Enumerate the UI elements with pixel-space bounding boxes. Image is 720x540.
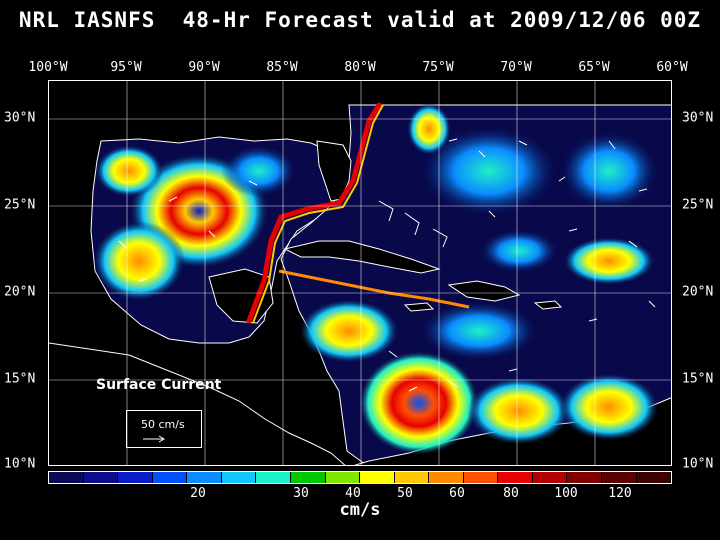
atlantic-eddy-east xyxy=(559,131,659,211)
lat-label: 10°N xyxy=(4,456,36,472)
lon-label: 75°W xyxy=(422,60,454,75)
legend-tick: 100 xyxy=(554,486,578,501)
legend-swatch xyxy=(636,472,672,483)
legend-swatch xyxy=(256,472,291,483)
legend-tick: 120 xyxy=(608,486,632,501)
lat-label: 30°N xyxy=(682,110,714,126)
northeast-gulf-current xyxy=(221,145,297,197)
current-map-svg xyxy=(49,81,671,465)
lat-label: 10°N xyxy=(682,456,714,472)
legend-swatch xyxy=(221,472,257,483)
legend-swatch xyxy=(429,472,464,483)
legend-swatch xyxy=(118,472,153,483)
legend-swatch xyxy=(567,472,602,483)
lat-label: 20°N xyxy=(682,284,714,300)
legend-unit: cm/s xyxy=(339,500,381,520)
legend-swatch xyxy=(187,472,222,483)
lon-label: 65°W xyxy=(578,60,610,75)
legend-swatch xyxy=(290,472,326,483)
legend-swatch xyxy=(532,472,568,483)
current-map xyxy=(48,80,672,466)
hispaniola xyxy=(447,280,521,302)
bahamas xyxy=(378,200,448,248)
lat-label: 25°N xyxy=(682,197,714,213)
color-legend-bar xyxy=(48,471,672,484)
map-title: NRL IASNFS 48-Hr Forecast valid at 2009/… xyxy=(18,8,702,32)
atlantic-current-band xyxy=(563,237,655,285)
yucatan-peninsula xyxy=(208,268,274,324)
lat-label: 30°N xyxy=(4,110,36,126)
lon-label: 85°W xyxy=(266,60,298,75)
lon-label: 95°W xyxy=(110,60,142,75)
lat-label: 25°N xyxy=(4,197,36,213)
legend-tick: 60 xyxy=(449,486,465,501)
caribbean-current-band xyxy=(278,269,470,309)
legend-swatch xyxy=(83,472,119,483)
lon-label: 70°W xyxy=(500,60,532,75)
lat-label: 20°N xyxy=(4,284,36,300)
legend-swatch xyxy=(394,472,430,483)
legend-tick: 50 xyxy=(397,486,413,501)
legend-swatch xyxy=(360,472,395,483)
northwest-gulf-current xyxy=(95,145,163,197)
scale-vector-label: 50 cm/s xyxy=(141,418,185,431)
legend-swatch xyxy=(49,472,84,483)
lat-label: 15°N xyxy=(682,371,714,387)
lat-label: 15°N xyxy=(4,371,36,387)
antilles-current xyxy=(479,229,559,273)
southern-caribbean-current xyxy=(467,377,571,445)
scale-arrow-icon xyxy=(143,435,165,443)
western-gulf-eddy xyxy=(93,221,185,301)
central-america-coast xyxy=(49,342,346,465)
legend-tick: 40 xyxy=(345,486,361,501)
gulf-stream-meander xyxy=(407,103,451,155)
lon-label: 90°W xyxy=(188,60,220,75)
legend-tick: 20 xyxy=(190,486,206,501)
central-caribbean-current xyxy=(419,301,539,361)
current-speed-field xyxy=(93,102,659,455)
lat-lon-grid xyxy=(49,81,671,465)
gulf-stream-outline xyxy=(252,104,384,324)
eastern-caribbean-current xyxy=(559,373,659,441)
legend-tick: 80 xyxy=(503,486,519,501)
legend-swatch xyxy=(602,472,637,483)
caribbean-eddy xyxy=(359,351,479,455)
lon-label: 60°W xyxy=(656,60,688,75)
legend-swatch xyxy=(498,472,533,483)
puerto-rico xyxy=(533,300,563,310)
velocity-vectors xyxy=(118,138,656,392)
legend-tick: 30 xyxy=(293,486,309,501)
legend-swatch xyxy=(463,472,499,483)
jamaica xyxy=(403,302,435,312)
western-caribbean-current xyxy=(299,299,399,363)
lon-label: 100°W xyxy=(28,60,68,75)
legend-swatch xyxy=(325,472,361,483)
field-label: Surface Current xyxy=(96,377,222,393)
cuba xyxy=(283,240,441,274)
scale-vector-box: 50 cm/s xyxy=(126,410,202,448)
legend-swatch xyxy=(152,472,188,483)
atlantic-eddy-north xyxy=(419,125,559,217)
lon-label: 80°W xyxy=(344,60,376,75)
